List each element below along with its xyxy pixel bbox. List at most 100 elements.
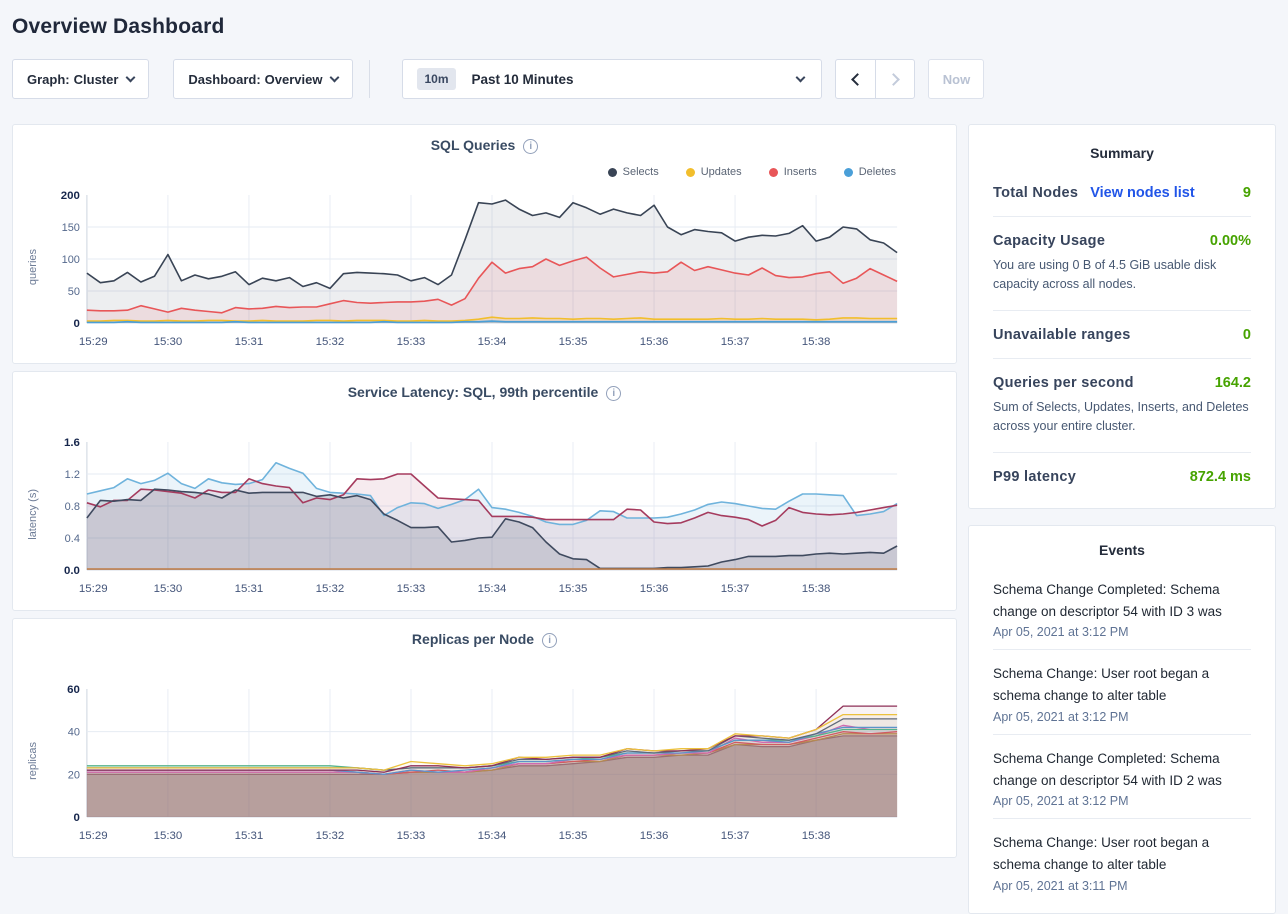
svg-text:15:30: 15:30: [154, 336, 183, 348]
svg-text:1.2: 1.2: [65, 469, 80, 481]
svg-text:100: 100: [62, 254, 80, 266]
charts-column: SQL Queries i Selects Updates Inserts Delete…: [12, 124, 957, 865]
summary-row-value: 9: [1242, 185, 1251, 201]
dashboard-dropdown-value: Overview: [264, 71, 323, 87]
svg-text:15:29: 15:29: [79, 583, 108, 595]
svg-text:15:31: 15:31: [235, 583, 264, 595]
dashboard-dropdown[interactable]: Dashboard: Overview: [173, 59, 354, 99]
svg-text:0: 0: [74, 812, 80, 824]
svg-text:1.6: 1.6: [64, 437, 80, 449]
replicas-per-node-chart-panel: Replicas per Node i replicas 15:29 15:30 15…: [12, 618, 957, 858]
info-icon[interactable]: i: [606, 386, 622, 401]
chart-legend: [25, 408, 944, 430]
toolbar: Graph: Cluster Dashboard: Overview 10m P…: [12, 59, 1276, 99]
svg-text:15:38: 15:38: [802, 583, 831, 595]
svg-text:15:33: 15:33: [397, 336, 426, 348]
summary-row-label: Queries per second: [993, 374, 1134, 391]
summary-row: P99 latency 872.4 ms: [993, 453, 1251, 500]
y-axis-label: latency (s): [27, 488, 39, 540]
summary-title: Summary: [1090, 145, 1154, 161]
event-item: Schema Change: User root began a schema …: [993, 650, 1251, 735]
events-title: Events: [1099, 541, 1145, 558]
info-icon[interactable]: i: [542, 633, 558, 648]
legend-dot: [768, 167, 778, 177]
svg-text:15:32: 15:32: [316, 336, 345, 348]
chart-plot[interactable]: 15:29 15:30 15:31 15:32 15:33 15:34 15:35 15:36…: [41, 677, 944, 845]
info-icon[interactable]: i: [523, 139, 539, 154]
chart-plot[interactable]: 15:29 15:30 15:31 15:32 15:33 15:34 15:35 15:36…: [41, 183, 944, 351]
time-range-label: Past 10 Minutes: [471, 71, 574, 87]
svg-text:15:29: 15:29: [79, 336, 108, 348]
summary-row-value: 0: [1242, 326, 1251, 343]
time-nav-group: [835, 59, 916, 99]
chart-legend: [25, 655, 944, 677]
chart-title: SQL Queries: [430, 137, 516, 153]
now-button[interactable]: Now: [928, 59, 985, 99]
graph-dropdown[interactable]: Graph: Cluster: [12, 59, 150, 99]
svg-text:15:34: 15:34: [478, 336, 507, 348]
chart-plot[interactable]: 15:29 15:30 15:31 15:32 15:33 15:34 15:35 15:36…: [41, 430, 944, 598]
svg-text:15:36: 15:36: [640, 336, 669, 348]
summary-row-value: 872.4 ms: [1189, 468, 1251, 485]
legend-dot: [685, 167, 695, 177]
time-range-picker[interactable]: 10m Past 10 Minutes: [402, 59, 823, 99]
svg-text:15:38: 15:38: [802, 830, 831, 842]
chart-body: queries 15:29 15:30 15:31 15:32 15:33 15:34 15…: [25, 183, 944, 351]
summary-row-value: 0.00%: [1209, 233, 1251, 249]
svg-text:0.0: 0.0: [64, 565, 80, 577]
legend-item-selects[interactable]: Selects: [607, 166, 659, 178]
time-range-badge: 10m: [417, 68, 456, 90]
svg-text:150: 150: [62, 222, 80, 234]
svg-text:15:30: 15:30: [154, 583, 183, 595]
summary-row-subtext: Sum of Selects, Updates, Inserts, and De…: [993, 399, 1249, 434]
svg-text:15:36: 15:36: [640, 830, 669, 842]
svg-text:15:37: 15:37: [721, 336, 750, 348]
event-timestamp: Apr 05, 2021 at 3:12 PM: [993, 625, 1129, 640]
svg-text:15:35: 15:35: [559, 830, 588, 842]
svg-text:15:31: 15:31: [235, 830, 264, 842]
event-text: Schema Change Completed: Schema change o…: [993, 581, 1222, 619]
svg-text:15:30: 15:30: [154, 830, 183, 842]
event-item: Schema Change: User root began a schema …: [993, 819, 1251, 903]
chevron-right-icon: [887, 72, 901, 86]
summary-row: Queries per second 164.2 Sum of Selects, U…: [993, 359, 1251, 453]
svg-text:50: 50: [68, 286, 80, 298]
svg-text:40: 40: [68, 727, 80, 739]
summary-row: Capacity Usage 0.00% You are using 0 B of …: [993, 217, 1251, 311]
svg-text:0: 0: [74, 318, 80, 330]
legend-item-inserts[interactable]: Inserts: [768, 166, 817, 178]
summary-row-label: P99 latency: [993, 468, 1077, 485]
svg-text:0.8: 0.8: [65, 501, 80, 513]
summary-row-label: Capacity Usage: [993, 233, 1106, 249]
event-item: Schema Change Completed: Schema change o…: [993, 735, 1251, 820]
sidebar-column: Summary Total Nodes View nodes list 9 Capac…: [968, 124, 1276, 914]
main-content: SQL Queries i Selects Updates Inserts Delete…: [12, 124, 1276, 914]
legend-item-deletes[interactable]: Deletes: [843, 166, 896, 178]
svg-text:15:33: 15:33: [397, 830, 426, 842]
summary-rows: Total Nodes View nodes list 9 Capacity Usag…: [993, 169, 1251, 500]
service-latency-chart-panel: Service Latency: SQL, 99th percentile i l…: [12, 371, 957, 611]
chart-title-row: Service Latency: SQL, 99th percentile i: [25, 384, 944, 408]
graph-dropdown-label: Graph:: [27, 71, 70, 87]
time-back-button[interactable]: [836, 60, 875, 98]
time-forward-button[interactable]: [875, 60, 914, 98]
event-text: Schema Change: User root began a schema …: [993, 666, 1210, 704]
view-nodes-link[interactable]: View nodes list: [1090, 185, 1195, 201]
chart-body: replicas 15:29 15:30 15:31 15:32 15:33 15:34 1…: [25, 677, 944, 845]
summary-row: Total Nodes View nodes list 9: [993, 169, 1251, 217]
chart-title-row: SQL Queries i: [25, 137, 944, 161]
y-axis-label: replicas: [27, 742, 39, 780]
event-timestamp: Apr 05, 2021 at 3:12 PM: [993, 709, 1129, 724]
svg-text:0.4: 0.4: [65, 533, 80, 545]
svg-text:20: 20: [68, 769, 80, 781]
dashboard-dropdown-label: Dashboard:: [188, 71, 261, 87]
svg-text:15:38: 15:38: [802, 336, 831, 348]
summary-row: Unavailable ranges 0: [993, 311, 1251, 359]
event-text: Schema Change Completed: Schema change o…: [993, 750, 1222, 788]
svg-text:15:37: 15:37: [721, 830, 750, 842]
legend-item-updates[interactable]: Updates: [685, 166, 742, 178]
svg-text:15:32: 15:32: [316, 830, 345, 842]
svg-text:15:35: 15:35: [559, 583, 588, 595]
chart-title: Replicas per Node: [411, 631, 535, 647]
svg-text:15:32: 15:32: [316, 583, 345, 595]
